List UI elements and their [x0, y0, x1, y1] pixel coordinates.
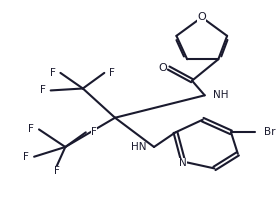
Text: N: N: [179, 158, 187, 167]
Text: F: F: [28, 124, 34, 134]
Text: HN: HN: [131, 142, 146, 152]
Text: O: O: [158, 63, 167, 73]
Text: F: F: [23, 152, 29, 162]
Text: F: F: [50, 68, 55, 78]
Text: F: F: [54, 166, 59, 176]
Text: Br: Br: [264, 127, 276, 137]
Text: NH: NH: [213, 90, 229, 100]
Text: F: F: [91, 127, 97, 137]
Text: O: O: [197, 12, 206, 22]
Text: F: F: [40, 85, 46, 95]
Text: F: F: [109, 68, 115, 78]
